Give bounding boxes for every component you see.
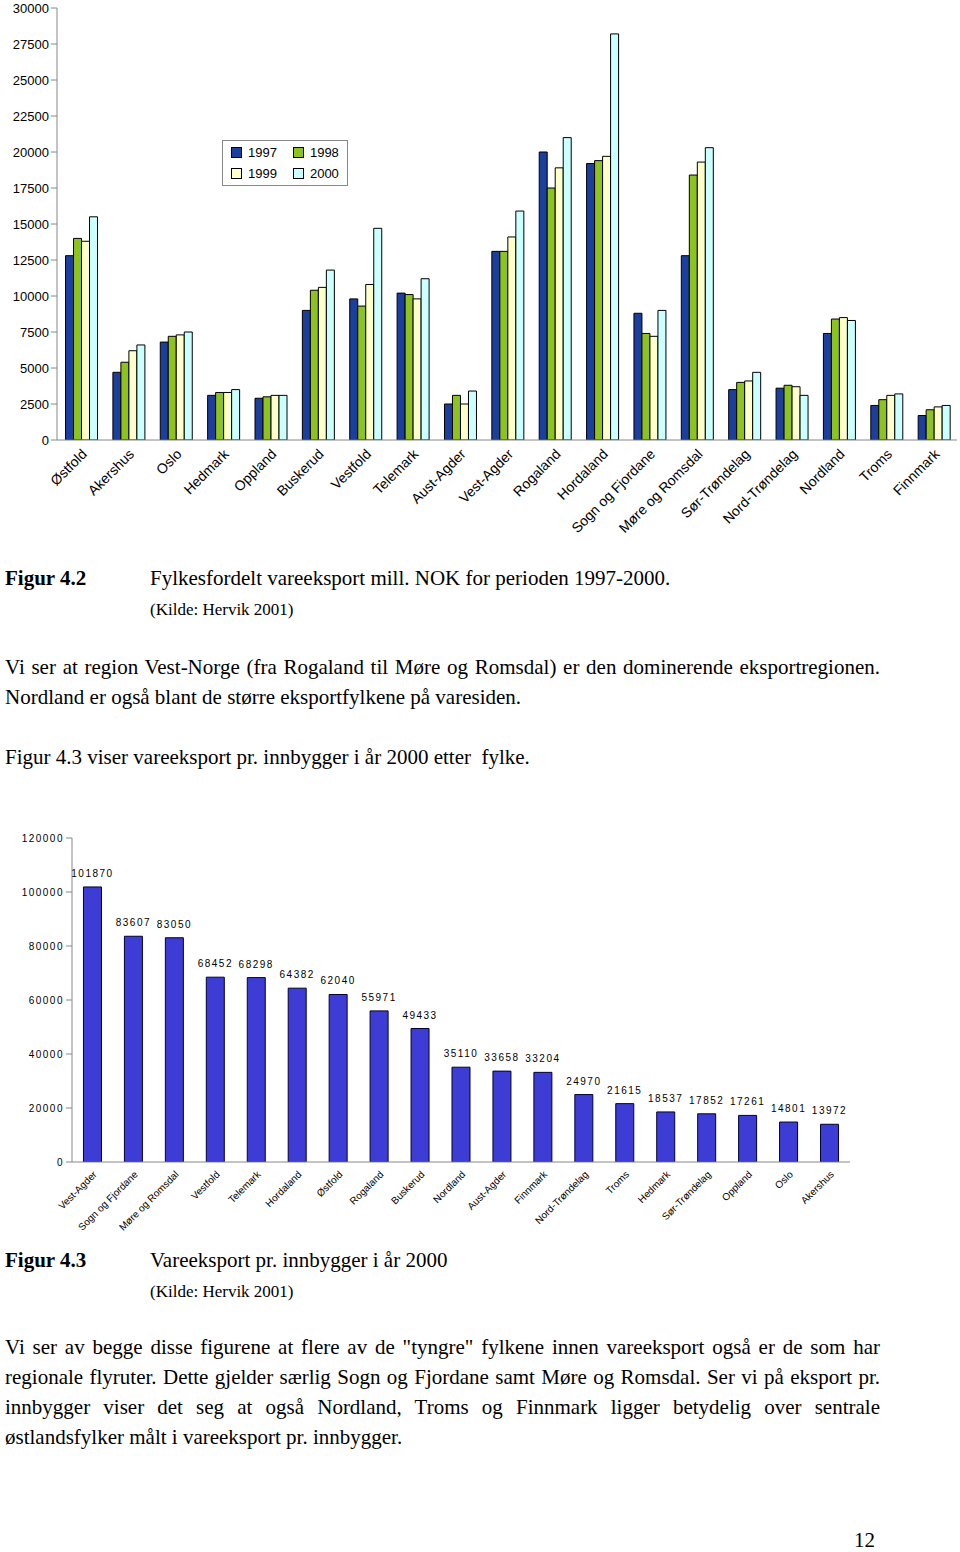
svg-text:17500: 17500 — [13, 181, 49, 196]
svg-text:7500: 7500 — [20, 325, 49, 340]
svg-text:60000: 60000 — [29, 995, 64, 1006]
svg-text:18537: 18537 — [648, 1093, 683, 1104]
html-text:1999: 1999 — [248, 166, 277, 181]
svg-text:Oppland: Oppland — [231, 446, 280, 495]
html-text:Vi ser at region Vest-Norge (f: Vi ser at region Vest-Norge (fra Rogalan… — [5, 655, 880, 709]
svg-text:Vestfold: Vestfold — [327, 446, 374, 493]
html-text:12: 12 — [854, 1528, 875, 1552]
svg-text:Sogn og Fjordane: Sogn og Fjordane — [568, 446, 658, 536]
html-text:Figur 4.3: Figur 4.3 — [5, 1248, 87, 1272]
svg-text:5000: 5000 — [20, 361, 49, 376]
svg-text:101870: 101870 — [71, 868, 113, 879]
svg-text:Hordaland: Hordaland — [553, 445, 611, 503]
svg-text:22500: 22500 — [13, 109, 49, 124]
svg-text:Telemark: Telemark — [369, 445, 422, 498]
svg-text:17852: 17852 — [689, 1095, 724, 1106]
svg-text:Møre og Romsdal: Møre og Romsdal — [616, 446, 706, 536]
svg-text:Hedmark: Hedmark — [180, 445, 232, 497]
svg-text:Vestfold: Vestfold — [189, 1169, 222, 1202]
svg-text:14801: 14801 — [771, 1103, 806, 1114]
svg-text:Vest-Agder: Vest-Agder — [456, 446, 517, 507]
svg-text:83607: 83607 — [116, 917, 151, 928]
svg-text:Akershus: Akershus — [85, 446, 138, 499]
svg-text:Oslo: Oslo — [153, 446, 185, 478]
svg-text:49433: 49433 — [402, 1010, 437, 1021]
svg-text:33658: 33658 — [484, 1052, 519, 1063]
svg-text:Aust-Agder: Aust-Agder — [465, 1168, 509, 1212]
svg-text:Finnmark: Finnmark — [512, 1168, 550, 1206]
svg-text:Telemark: Telemark — [226, 1168, 263, 1205]
svg-text:30000: 30000 — [13, 1, 49, 16]
svg-text:0: 0 — [42, 433, 49, 448]
svg-text:Nord-Trøndelag: Nord-Trøndelag — [533, 1169, 590, 1226]
html-text:Fylkesfordelt vareeksport mill: Fylkesfordelt vareeksport mill. NOK for … — [150, 566, 671, 590]
svg-text:17261: 17261 — [730, 1096, 765, 1107]
svg-text:Rogaland: Rogaland — [347, 1169, 385, 1207]
svg-text:15000: 15000 — [13, 217, 49, 232]
svg-text:Østfold: Østfold — [314, 1169, 344, 1199]
html-text:1998: 1998 — [309, 145, 339, 160]
svg-text:80000: 80000 — [29, 941, 64, 952]
html-text:1997: 1997 — [248, 145, 277, 160]
svg-text:Oslo: Oslo — [773, 1168, 796, 1191]
svg-text:25000: 25000 — [13, 73, 49, 88]
svg-text:0: 0 — [57, 1157, 64, 1168]
svg-text:Oppland: Oppland — [720, 1169, 755, 1204]
html-text:Vi ser av begge disse figurene: Vi ser av begge disse figurene at flere … — [5, 1335, 880, 1449]
svg-text:Buskerud: Buskerud — [274, 446, 327, 499]
svg-text:Rogaland: Rogaland — [509, 445, 564, 500]
svg-text:Aust-Agder: Aust-Agder — [407, 445, 469, 507]
svg-text:Møre og Romsdal: Møre og Romsdal — [117, 1169, 181, 1233]
html-text:(Kilde: Hervik 2001): (Kilde: Hervik 2001) — [150, 1282, 294, 1301]
svg-text:40000: 40000 — [29, 1049, 64, 1060]
svg-text:Nordland: Nordland — [431, 1169, 467, 1205]
svg-text:Finnmark: Finnmark — [890, 445, 943, 498]
svg-text:64382: 64382 — [280, 969, 315, 980]
svg-text:Vest-Agder: Vest-Agder — [56, 1168, 99, 1211]
svg-text:68452: 68452 — [198, 958, 233, 969]
svg-text:100000: 100000 — [22, 887, 64, 898]
svg-text:2500: 2500 — [20, 397, 49, 412]
svg-text:68298: 68298 — [239, 959, 274, 970]
svg-text:Sør-Trøndelag: Sør-Trøndelag — [660, 1169, 713, 1222]
svg-text:Nordland: Nordland — [796, 446, 847, 497]
svg-text:Buskerud: Buskerud — [389, 1169, 427, 1207]
html-text:Vareeksport pr. innbygger i år: Vareeksport pr. innbygger i år 2000 — [150, 1248, 448, 1272]
svg-text:21615: 21615 — [607, 1085, 642, 1096]
svg-text:Sogn og Fjordane: Sogn og Fjordane — [75, 1168, 140, 1233]
svg-text:Østfold: Østfold — [47, 446, 90, 489]
html-text:Figur 4.2: Figur 4.2 — [5, 566, 87, 590]
svg-text:Hordaland: Hordaland — [263, 1169, 303, 1209]
svg-text:24970: 24970 — [566, 1076, 601, 1087]
svg-text:Hedmark: Hedmark — [636, 1168, 673, 1205]
svg-text:20000: 20000 — [29, 1103, 64, 1114]
html-text:Figur 4.3 viser vareeksport pr: Figur 4.3 viser vareeksport pr. innbygge… — [5, 745, 530, 769]
svg-text:120000: 120000 — [22, 833, 64, 844]
html-text:(Kilde: Hervik 2001): (Kilde: Hervik 2001) — [150, 600, 294, 619]
svg-text:35110: 35110 — [444, 1048, 479, 1059]
svg-text:Troms: Troms — [856, 446, 895, 485]
svg-text:Akershus: Akershus — [799, 1169, 836, 1206]
html-text:2000: 2000 — [309, 166, 339, 181]
svg-text:20000: 20000 — [13, 145, 49, 160]
svg-text:Sør-Trøndelag: Sør-Trøndelag — [677, 445, 753, 522]
svg-text:55971: 55971 — [361, 992, 396, 1003]
svg-text:62040: 62040 — [320, 975, 355, 986]
svg-text:Nord-Trøndelag: Nord-Trøndelag — [720, 446, 801, 527]
svg-text:27500: 27500 — [13, 37, 49, 52]
svg-text:12500: 12500 — [13, 253, 49, 268]
svg-text:83050: 83050 — [157, 919, 192, 930]
svg-text:33204: 33204 — [525, 1053, 560, 1064]
svg-text:10000: 10000 — [13, 289, 49, 304]
svg-text:Troms: Troms — [604, 1169, 632, 1197]
svg-text:13972: 13972 — [812, 1105, 847, 1116]
